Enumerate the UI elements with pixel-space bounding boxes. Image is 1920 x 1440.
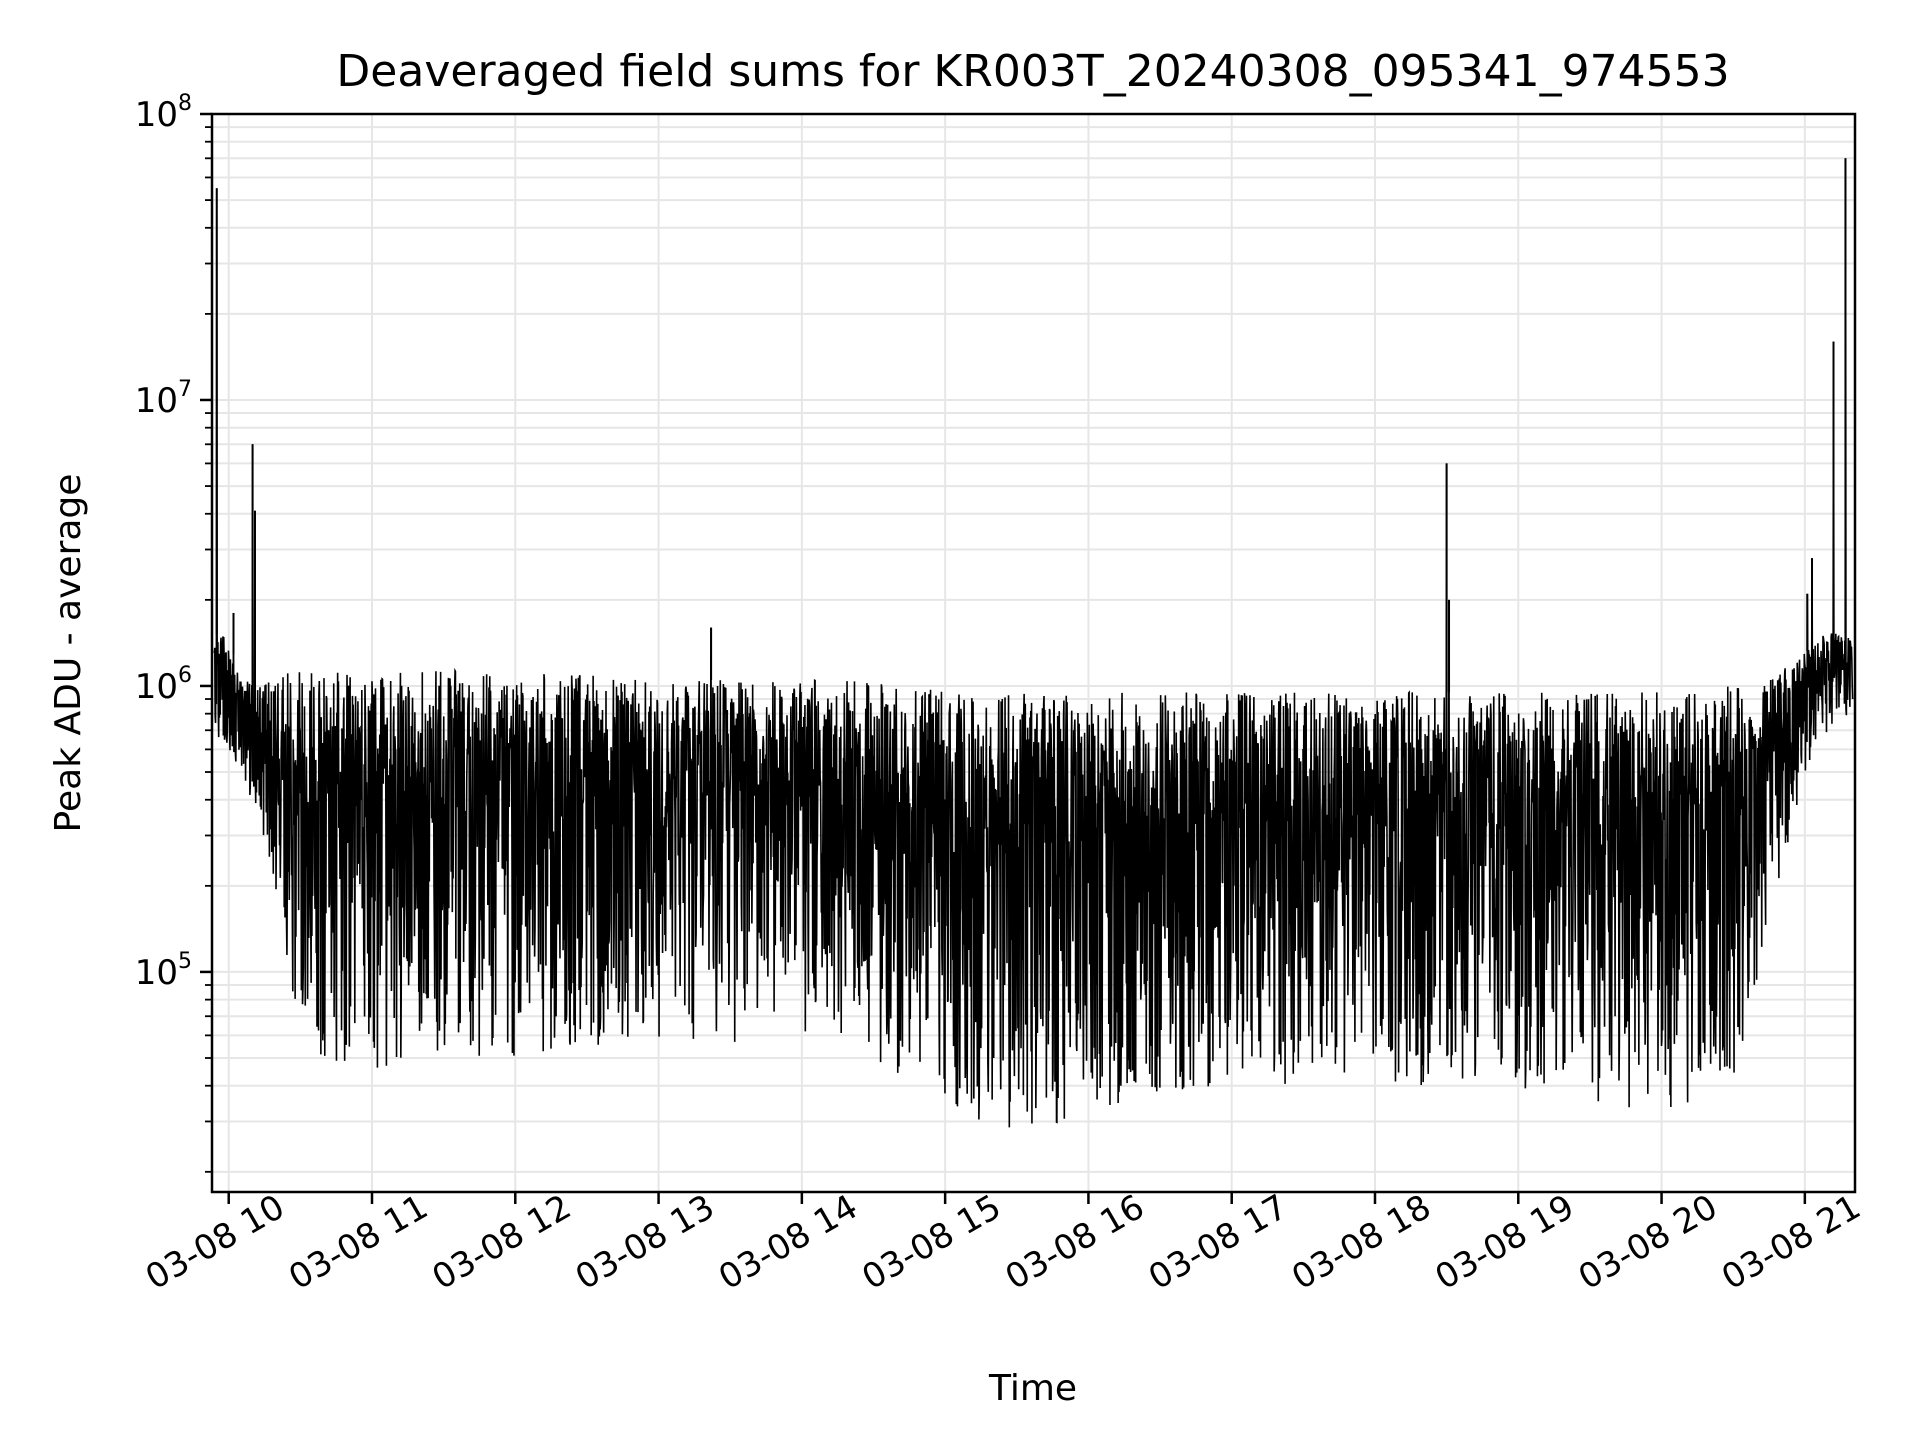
series-line bbox=[213, 158, 1854, 1128]
axis-ticks bbox=[200, 112, 1807, 1204]
plot-frame bbox=[210, 112, 1857, 1194]
series-layer bbox=[213, 158, 1854, 1128]
y-tick-label: 105 bbox=[135, 949, 192, 993]
y-axis-label: Peak ADU - average bbox=[48, 474, 89, 833]
x-axis-label: Time bbox=[988, 1368, 1077, 1409]
chart-title: Deaveraged field sums for KR003T_2024030… bbox=[336, 46, 1729, 97]
y-tick-label: 106 bbox=[135, 663, 192, 707]
y-tick-label: 108 bbox=[135, 91, 192, 135]
y-tick-label: 107 bbox=[135, 377, 192, 421]
